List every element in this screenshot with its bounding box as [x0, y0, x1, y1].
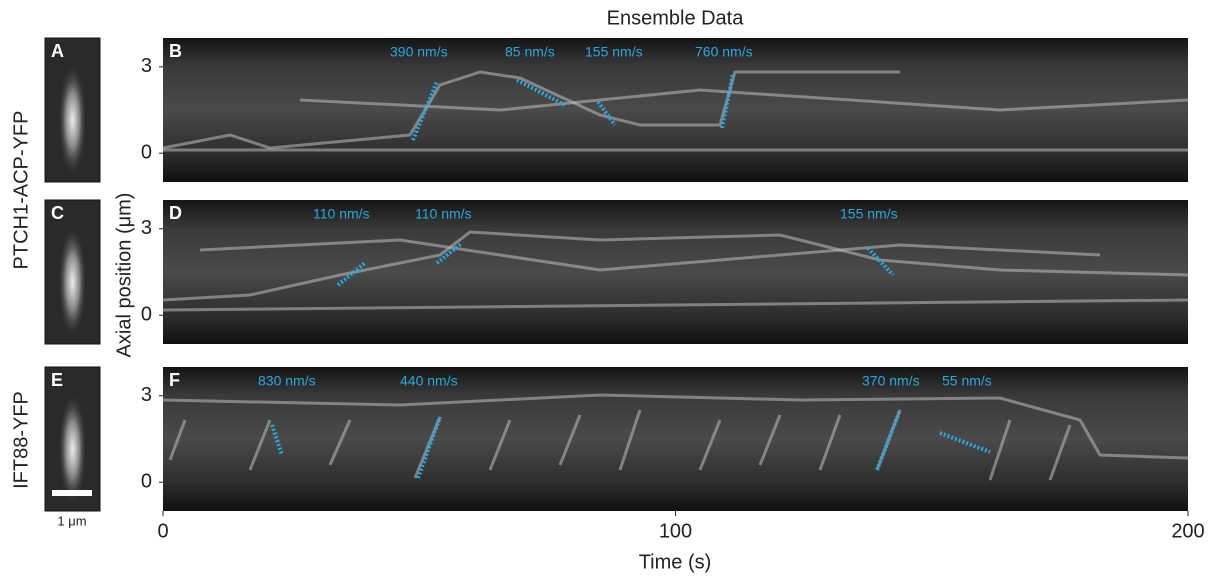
scale-bar-label: 1 μm: [57, 513, 86, 528]
kymograph-track: [818, 414, 842, 471]
y-tick-label: 0: [141, 141, 152, 163]
panel-label: A: [51, 41, 64, 61]
kymograph: [163, 367, 1188, 511]
speed-label: 155 nm/s: [840, 206, 898, 222]
panel-label: C: [51, 203, 64, 223]
micrograph-signal: [58, 227, 87, 337]
speed-trace: [939, 431, 991, 454]
speed-label: 830 nm/s: [258, 373, 316, 389]
panel-label: E: [51, 370, 63, 390]
kymograph-track: [758, 414, 782, 466]
y-tick-label: 0: [141, 470, 152, 492]
x-tick-label: 100: [659, 520, 692, 542]
y-tick-label: 0: [141, 303, 152, 325]
kymograph-track: [488, 419, 512, 471]
panel-label: F: [169, 370, 180, 390]
row-label: PTCH1-ACP-YFP: [10, 111, 32, 270]
x-axis-label: Time (s): [639, 551, 712, 573]
panel-label: B: [169, 41, 182, 61]
speed-label: 155 nm/s: [585, 44, 643, 60]
kymograph-track: [698, 419, 722, 471]
kymograph-track: [1048, 424, 1072, 481]
kymograph-track: [162, 230, 1189, 302]
speed-trace: [596, 100, 617, 127]
kymograph-track: [168, 419, 187, 461]
kymograph: [163, 38, 1188, 182]
y-tick-label: 3: [141, 217, 152, 239]
speed-label: 760 nm/s: [695, 44, 753, 60]
speed-trace: [720, 73, 735, 129]
scale-bar: [52, 490, 92, 496]
kymograph-track: [199, 238, 1101, 272]
speed-label: 110 nm/s: [415, 206, 472, 222]
kymograph-track: [618, 409, 642, 471]
panel-label: D: [169, 203, 182, 223]
speed-label: 390 nm/s: [390, 44, 448, 60]
row-label: IFT88-YFP: [10, 391, 32, 489]
speed-label: 440 nm/s: [400, 373, 458, 389]
micrograph-signal: [58, 394, 87, 504]
kymograph-track: [328, 419, 352, 466]
y-tick-label: 3: [141, 55, 152, 77]
y-axis-label: Axial position (μm): [113, 193, 135, 358]
speed-trace: [435, 241, 464, 265]
y-tick-label: 3: [141, 384, 152, 406]
speed-trace: [336, 261, 367, 287]
speed-label: 55 nm/s: [942, 373, 992, 389]
kymograph-track: [162, 393, 1189, 460]
kymograph-track: [162, 70, 900, 150]
figure-title: Ensemble Data: [607, 7, 745, 29]
kymograph-track: [248, 419, 272, 471]
x-tick-label: 0: [157, 520, 168, 542]
kymograph-track: [558, 414, 582, 466]
speed-label: 85 nm/s: [505, 44, 555, 60]
kymograph-track: [988, 419, 1012, 481]
speed-trace: [516, 78, 566, 107]
speed-label: 370 nm/s: [862, 373, 920, 389]
speed-trace: [411, 81, 439, 141]
x-tick-label: 200: [1171, 520, 1204, 542]
speed-trace: [875, 409, 902, 471]
kymograph: [163, 200, 1188, 344]
kymograph-track: [162, 298, 1189, 312]
kymograph-track: [299, 88, 1189, 112]
micrograph-signal: [58, 65, 87, 175]
speed-trace: [270, 424, 284, 456]
speed-label: 110 nm/s: [313, 206, 370, 222]
speed-trace: [416, 416, 442, 479]
